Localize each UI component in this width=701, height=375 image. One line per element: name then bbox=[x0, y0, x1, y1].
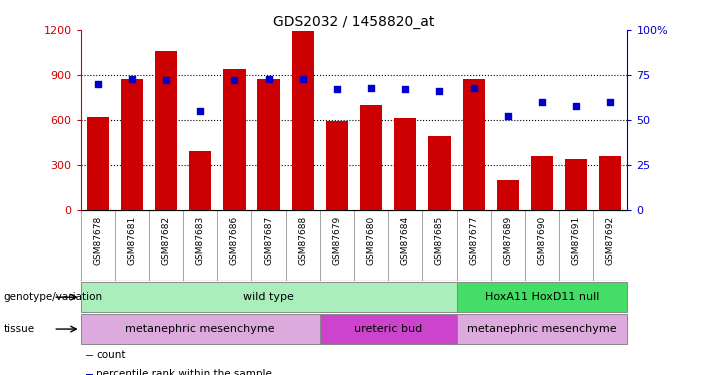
Text: GSM87681: GSM87681 bbox=[128, 216, 137, 265]
Point bbox=[161, 77, 172, 83]
Bar bbox=[257, 80, 280, 210]
Bar bbox=[87, 117, 109, 210]
Point bbox=[400, 86, 411, 92]
Point bbox=[365, 85, 376, 91]
Bar bbox=[360, 105, 382, 210]
Point bbox=[332, 86, 343, 92]
Text: GSM87690: GSM87690 bbox=[538, 216, 547, 265]
Text: percentile rank within the sample: percentile rank within the sample bbox=[96, 369, 272, 375]
Bar bbox=[497, 180, 519, 210]
FancyBboxPatch shape bbox=[81, 314, 320, 344]
FancyBboxPatch shape bbox=[320, 314, 456, 344]
Text: metanephric mesenchyme: metanephric mesenchyme bbox=[125, 324, 275, 334]
Text: genotype/variation: genotype/variation bbox=[4, 292, 102, 302]
Text: GSM87685: GSM87685 bbox=[435, 216, 444, 265]
Text: GSM87687: GSM87687 bbox=[264, 216, 273, 265]
Text: HoxA11 HoxD11 null: HoxA11 HoxD11 null bbox=[485, 292, 599, 302]
Text: GSM87677: GSM87677 bbox=[469, 216, 478, 265]
Text: GSM87684: GSM87684 bbox=[401, 216, 410, 265]
Text: GSM87682: GSM87682 bbox=[161, 216, 170, 265]
Point bbox=[434, 88, 445, 94]
Bar bbox=[224, 69, 245, 210]
Text: GSM87689: GSM87689 bbox=[503, 216, 512, 265]
Point bbox=[297, 76, 308, 82]
Title: GDS2032 / 1458820_at: GDS2032 / 1458820_at bbox=[273, 15, 435, 29]
Point bbox=[468, 85, 479, 91]
Bar bbox=[155, 51, 177, 210]
Text: ureteric bud: ureteric bud bbox=[354, 324, 422, 334]
Bar bbox=[394, 118, 416, 210]
Bar bbox=[189, 152, 211, 210]
Point bbox=[195, 108, 206, 114]
Point bbox=[605, 99, 616, 105]
Text: GSM87688: GSM87688 bbox=[298, 216, 307, 265]
Text: GSM87679: GSM87679 bbox=[332, 216, 341, 265]
Bar bbox=[531, 156, 553, 210]
Bar bbox=[292, 32, 314, 210]
Text: count: count bbox=[96, 350, 125, 360]
Bar bbox=[86, 374, 93, 375]
Text: GSM87692: GSM87692 bbox=[606, 216, 615, 265]
Point bbox=[126, 76, 137, 82]
Text: tissue: tissue bbox=[4, 324, 34, 334]
Point bbox=[92, 81, 103, 87]
Text: wild type: wild type bbox=[243, 292, 294, 302]
Bar bbox=[326, 122, 348, 210]
Text: GSM87691: GSM87691 bbox=[571, 216, 580, 265]
Point bbox=[571, 103, 582, 109]
Point bbox=[502, 113, 513, 119]
Bar bbox=[86, 355, 93, 356]
Bar bbox=[565, 159, 587, 210]
Bar bbox=[121, 80, 143, 210]
Point bbox=[229, 77, 240, 83]
Text: GSM87686: GSM87686 bbox=[230, 216, 239, 265]
Bar bbox=[428, 136, 451, 210]
Bar bbox=[599, 156, 621, 210]
Text: metanephric mesenchyme: metanephric mesenchyme bbox=[467, 324, 617, 334]
Text: GSM87680: GSM87680 bbox=[367, 216, 376, 265]
FancyBboxPatch shape bbox=[456, 282, 627, 312]
FancyBboxPatch shape bbox=[456, 314, 627, 344]
Point bbox=[263, 76, 274, 82]
Bar bbox=[463, 80, 484, 210]
FancyBboxPatch shape bbox=[81, 282, 456, 312]
Text: GSM87678: GSM87678 bbox=[93, 216, 102, 265]
Point bbox=[536, 99, 547, 105]
Text: GSM87683: GSM87683 bbox=[196, 216, 205, 265]
